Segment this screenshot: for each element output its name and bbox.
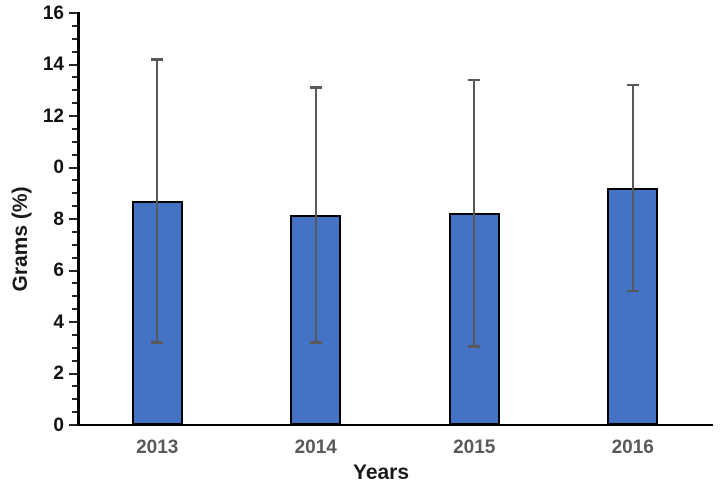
y-axis-minor-tick [72,50,77,53]
y-axis-tick-label: 0 [53,414,64,436]
y-axis-minor-tick [72,230,77,233]
y-axis-minor-tick [72,179,77,182]
y-axis-tick-label: 14 [42,54,64,75]
y-axis-minor-tick [72,282,77,285]
y-axis-major-tick [69,63,77,66]
y-axis-major-tick [69,218,77,220]
y-axis-tick-label: 4 [53,311,64,333]
y-axis-minor-tick [72,385,77,388]
y-axis-minor-tick [72,127,77,130]
y-axis-minor-tick [72,24,77,27]
x-axis-title: Years [352,461,410,484]
y-axis-title: Grams (%) [9,186,32,292]
y-axis-minor-tick [72,359,77,362]
error-bar-2016 [631,85,634,292]
y-axis-minor-tick [72,333,77,336]
y-axis-tick-label: 8 [53,208,64,230]
y-axis-minor-tick [72,102,77,105]
y-axis-tick-label: 12 [42,105,64,127]
y-axis-major-tick [69,269,77,272]
y-axis-tick-label: 6 [53,260,64,281]
x-axis-tick-label: 2016 [611,437,654,458]
error-cap-bottom-2015 [468,345,481,348]
x-axis-tick-label: 2015 [453,437,496,458]
y-axis-minor-tick [72,37,77,40]
error-bar-2015 [473,79,476,347]
y-axis-minor-tick [72,398,77,401]
y-axis-tick-label: 16 [42,2,64,24]
error-cap-top-2016 [626,83,639,87]
y-axis-minor-tick [72,256,77,259]
y-axis-major-tick [69,424,77,426]
error-cap-bottom-2016 [626,289,639,293]
error-bar-2014 [314,87,317,343]
error-cap-bottom-2014 [309,341,322,344]
y-axis-minor-tick [72,243,77,246]
error-cap-top-2013 [151,58,164,61]
error-cap-bottom-2013 [151,341,164,344]
error-cap-top-2014 [309,86,322,89]
y-axis-major-tick [69,321,77,323]
y-axis-minor-tick [72,411,77,414]
y-axis-minor-tick [72,346,77,349]
y-axis-tick-label: 2 [53,363,64,384]
y-axis-minor-tick [72,192,77,195]
y-axis-line [77,12,80,426]
x-axis-tick-label: 2013 [136,437,179,458]
y-axis-tick-label: 0 [53,157,64,178]
y-axis-minor-tick [72,89,77,92]
y-axis-minor-tick [72,308,77,311]
y-axis-minor-tick [72,140,77,143]
x-axis-tick-label: 2014 [294,437,337,458]
y-axis-minor-tick [72,205,77,208]
y-axis-minor-tick [72,153,77,156]
y-axis-major-tick [69,115,77,117]
y-axis-major-tick [69,372,77,375]
error-cap-top-2015 [468,78,481,82]
error-bar-2013 [156,59,159,343]
y-axis-major-tick [69,166,77,169]
y-axis-major-tick [69,12,77,14]
x-axis-line [77,423,713,426]
y-axis-minor-tick [72,295,77,298]
y-axis-minor-tick [72,76,77,79]
